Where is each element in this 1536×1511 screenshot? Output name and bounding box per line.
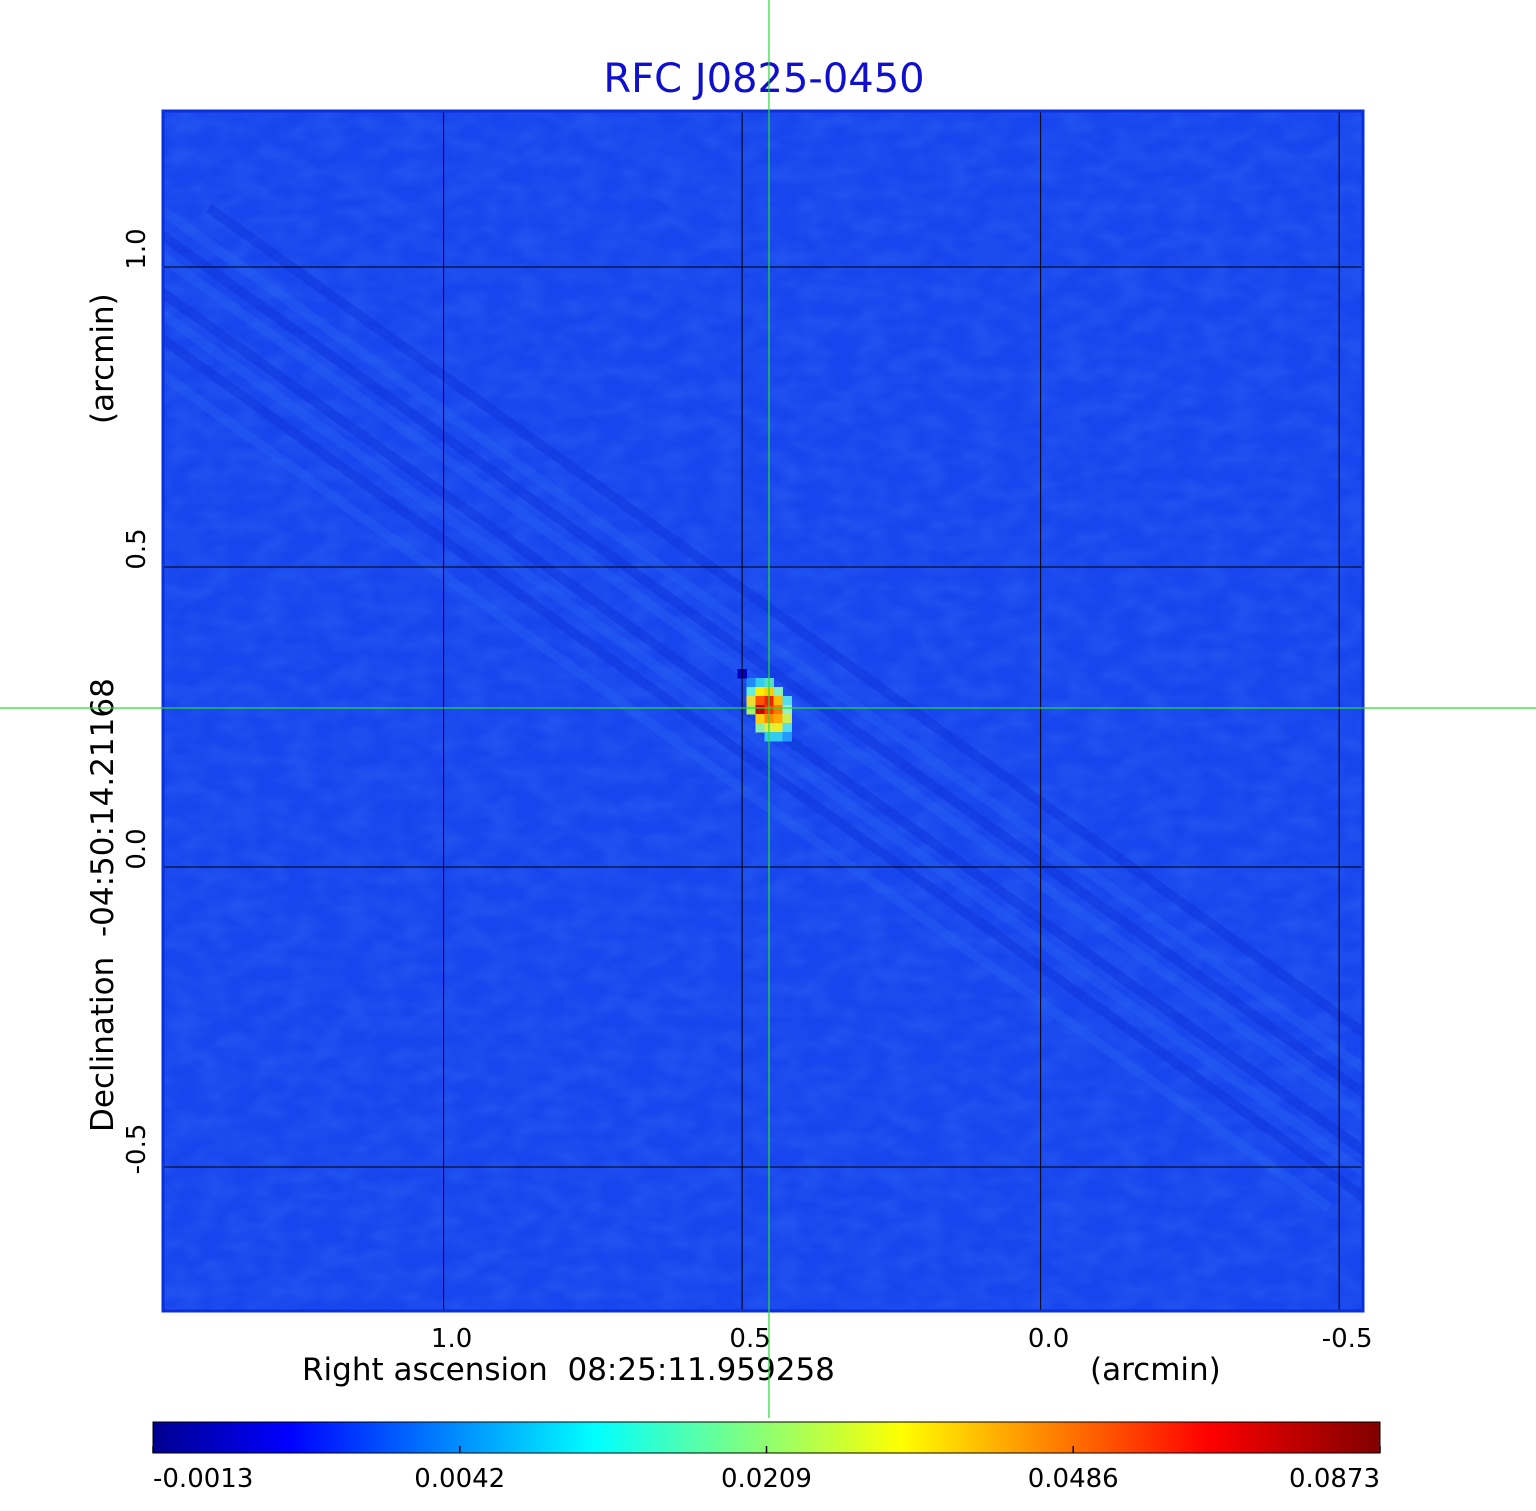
source-pixel [782,696,792,706]
image-plot-area [163,111,1363,1311]
source-pixel [755,687,765,697]
source-pixel [746,705,756,715]
source-pixel [746,687,756,697]
source-pixel [773,714,783,724]
x-tick-label: 0.0 [1028,1324,1069,1354]
x-axis-unit: (arcmin) [1090,1352,1221,1388]
source-pixel [755,696,765,706]
y-tick-labels: 1.0 0.5 0.0 -0.5 [122,228,152,1174]
source-pixel [755,723,765,733]
colorbar-tick-label: 0.0042 [414,1464,505,1494]
plot-frame [161,109,1365,1313]
crosshair [0,0,1536,1418]
colorbar-tick-label: 0.0209 [721,1464,812,1494]
source-pixel [755,714,765,724]
source-pixel [773,705,783,715]
colorbar-tick-labels: -0.0013 0.0042 0.0209 0.0486 0.0873 [152,1446,1381,1494]
source-pixel [773,696,783,706]
source-pixel [755,678,765,688]
x-axis-label: Right ascension 08:25:11.959258 [302,1352,835,1388]
chart-title: RFC J0825-0450 [603,56,924,102]
x-tick-label: -0.5 [1322,1324,1373,1354]
y-axis-label: Declination -04:50:14.21168 [85,678,121,1132]
coordinate-grid [163,111,1363,1311]
colorbar-tick-label: 0.0486 [1028,1464,1119,1494]
source-pixel [773,723,783,733]
x-tick-label: 0.5 [729,1324,770,1354]
y-tick-label: 0.5 [122,528,152,569]
source-pixel [782,732,792,742]
colorbar-tick-label: 0.0873 [1289,1464,1380,1494]
x-tick-labels: 1.0 0.5 0.0 -0.5 [431,1324,1373,1354]
source-pixel [782,714,792,724]
source-pixel [746,678,756,688]
x-tick-label: 1.0 [431,1324,472,1354]
y-tick-label: 1.0 [122,228,152,269]
colorbar-tick-label: -0.0013 [153,1464,253,1494]
source-pixel [791,741,801,751]
source-pixel [773,687,783,697]
source-pixel [755,705,765,715]
source-pixel [746,696,756,706]
y-axis-unit: (arcmin) [85,293,121,424]
y-tick-label: -0.5 [122,1124,152,1175]
source-pixel [782,723,792,733]
source-pixel [773,732,783,742]
y-tick-label: 0.0 [122,828,152,869]
source-pixel [782,705,792,715]
